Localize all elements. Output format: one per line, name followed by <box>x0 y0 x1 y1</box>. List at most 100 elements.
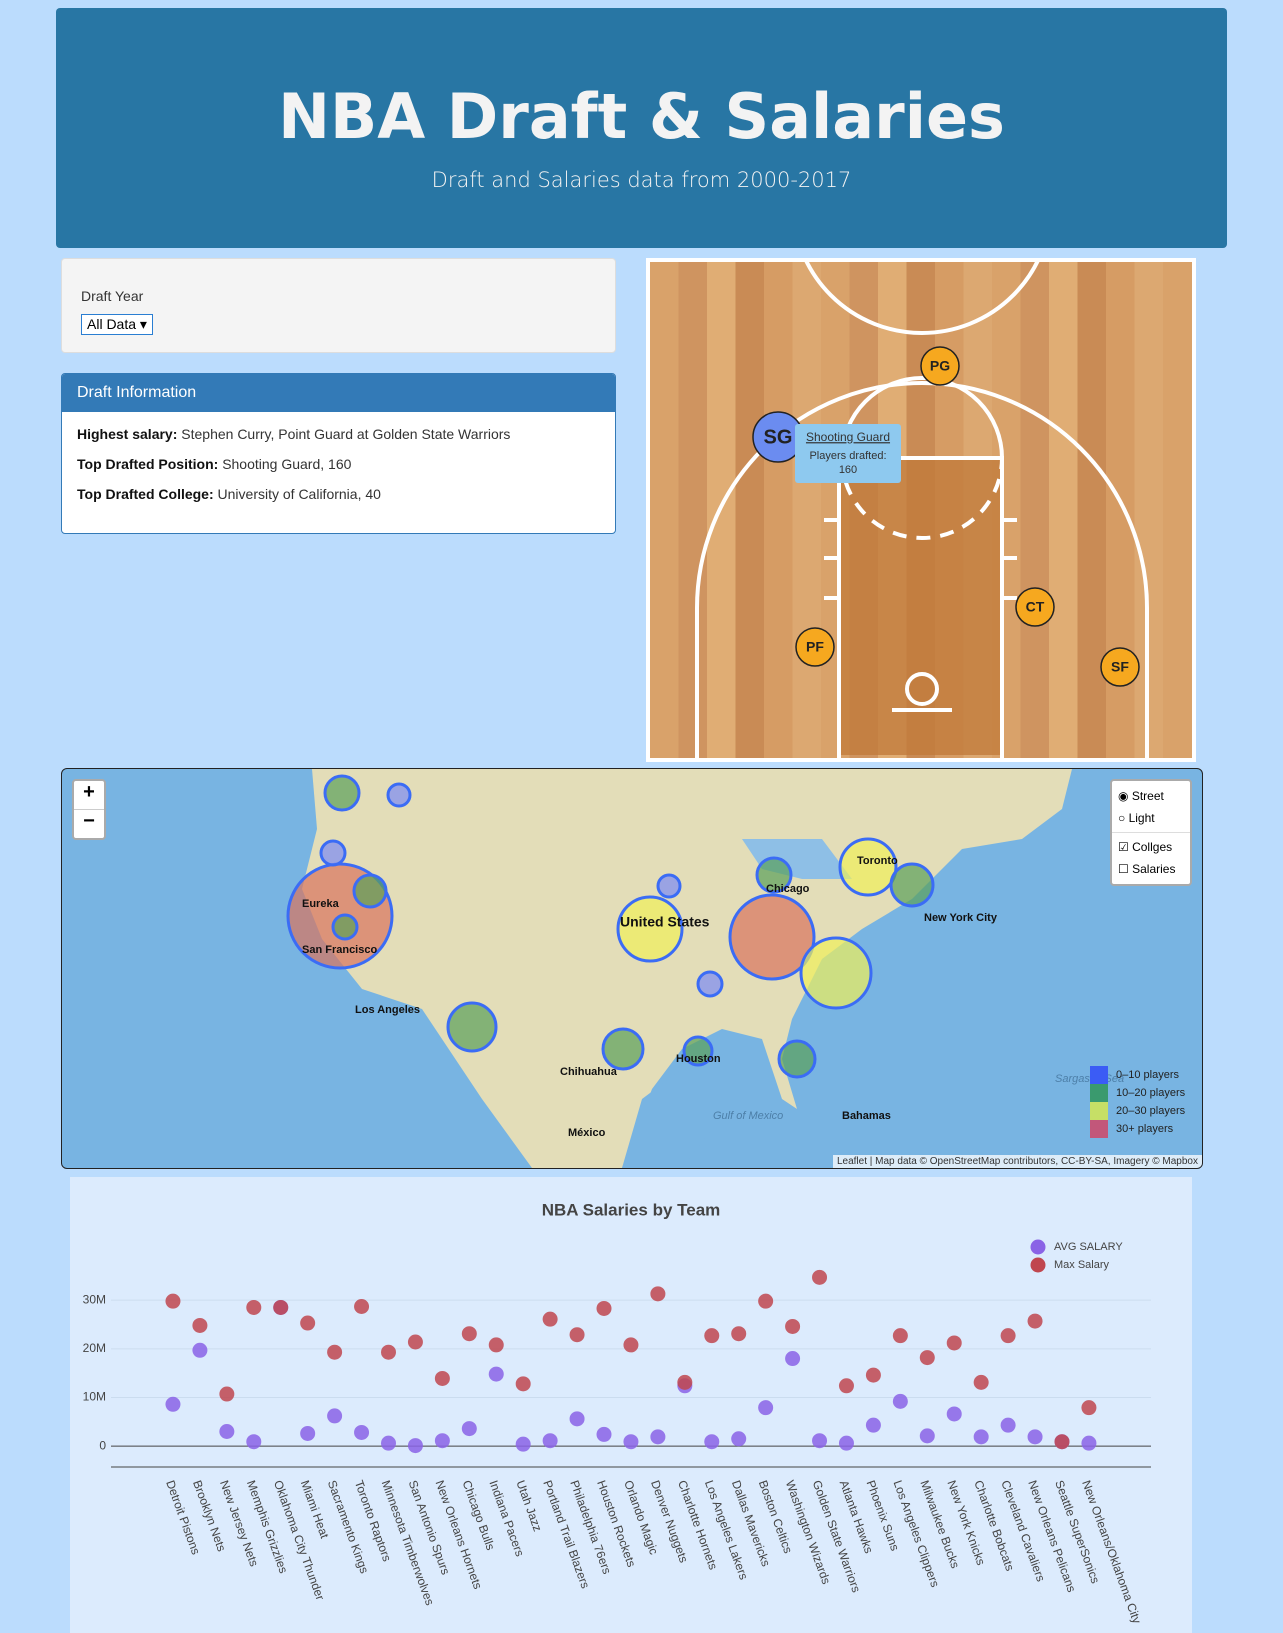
dot <box>623 1434 639 1450</box>
position-label: PF <box>806 639 824 655</box>
dot <box>596 1426 612 1442</box>
dot <box>327 1344 343 1360</box>
dot <box>219 1386 235 1402</box>
layer-option[interactable]: ○ Light <box>1118 811 1155 825</box>
page-subtitle: Draft and Salaries data from 2000-2017 <box>431 168 852 192</box>
year-value: All Data <box>87 316 137 332</box>
page-title: NBA Draft & Salaries <box>278 80 1005 153</box>
dot <box>542 1433 558 1449</box>
map-marker <box>838 837 898 897</box>
legend-label: 20–30 players <box>1116 1105 1186 1117</box>
map-marker <box>446 1001 498 1053</box>
info-text: Stephen Curry, Point Guard at Golden Sta… <box>181 426 511 442</box>
overlay-label: Collges <box>1132 840 1173 854</box>
plank <box>735 262 765 758</box>
map-marker <box>331 913 359 941</box>
draft-info-panel: Draft Information Highest salary: Stephe… <box>61 373 616 534</box>
dot <box>407 1334 423 1350</box>
info-label: Highest salary: <box>77 426 178 442</box>
position-marker <box>795 627 835 667</box>
place-label: United States <box>620 914 710 930</box>
dot <box>785 1351 801 1367</box>
plank <box>1077 262 1107 758</box>
layer-label: Light <box>1128 811 1155 825</box>
dot <box>865 1417 881 1433</box>
info-label: Top Drafted College: <box>77 486 214 502</box>
zoom-out[interactable]: − <box>83 810 95 832</box>
dot <box>838 1378 854 1394</box>
dot <box>515 1436 531 1452</box>
place-label: Eureka <box>302 898 340 910</box>
map-marker <box>889 862 935 908</box>
plank <box>1163 262 1192 758</box>
place-label: Chicago <box>766 883 810 895</box>
dot <box>165 1396 181 1412</box>
place-labels: United States Toronto New York City San Fra… <box>302 855 1124 1139</box>
dot <box>354 1424 370 1440</box>
dot <box>596 1300 612 1316</box>
dot <box>434 1433 450 1449</box>
dot <box>246 1434 262 1450</box>
layer-option[interactable]: ◉ Street <box>1118 789 1164 803</box>
dot <box>1027 1429 1043 1445</box>
plank <box>1020 262 1050 758</box>
separator <box>1112 832 1190 833</box>
map-canvas: United States Toronto New York City San Fra… <box>286 769 1124 1168</box>
dot <box>650 1286 666 1302</box>
y-tick-label: 10M <box>83 1390 106 1404</box>
dot <box>380 1435 396 1451</box>
dot <box>273 1299 289 1315</box>
map-marker <box>319 839 347 867</box>
zoom-in[interactable]: + <box>74 781 104 810</box>
position-label: CT <box>1026 599 1045 615</box>
plank <box>678 262 708 758</box>
place-label: Chihuahua <box>560 1066 618 1078</box>
dot <box>192 1342 208 1358</box>
dot <box>758 1293 774 1309</box>
y-tick-label: 30M <box>83 1292 106 1306</box>
y-tick-label: 0 <box>99 1438 106 1452</box>
map-marker <box>323 774 361 812</box>
dot <box>677 1374 693 1390</box>
overlay-option[interactable]: ☐ Salaries <box>1118 862 1176 876</box>
plank <box>650 262 679 758</box>
dot <box>973 1429 989 1445</box>
map-markers <box>286 774 935 1079</box>
dot <box>973 1374 989 1390</box>
dot <box>407 1438 423 1454</box>
legend-swatch <box>1090 1066 1108 1084</box>
legend-swatch <box>1090 1102 1108 1120</box>
positions: PG SG CT PF SF <box>752 346 1140 687</box>
dot <box>1000 1417 1016 1433</box>
map-marker <box>755 856 793 894</box>
position-label: PG <box>930 358 950 374</box>
dot <box>354 1299 370 1315</box>
info-text: University of California, 40 <box>217 486 381 502</box>
info-rows: Highest salary: Stephen Curry, Point Gua… <box>62 426 615 502</box>
dot <box>246 1299 262 1315</box>
dot <box>327 1408 343 1424</box>
filter-panel: Draft Year All Data ▾ <box>61 258 616 353</box>
dot <box>919 1350 935 1366</box>
dot <box>704 1328 720 1344</box>
legend-row: 0–10 players <box>1090 1066 1185 1084</box>
legend-label: 0–10 players <box>1116 1069 1179 1081</box>
legend-label: 30+ players <box>1116 1123 1174 1135</box>
map[interactable]: United States Toronto New York City San Fra… <box>61 768 1203 1169</box>
map-marker <box>601 1027 645 1071</box>
overlay-option[interactable]: ☑ Collges <box>1118 840 1173 854</box>
map-marker <box>682 1035 714 1067</box>
dot <box>812 1433 828 1449</box>
dot <box>623 1337 639 1353</box>
place-label: San Francisco <box>302 944 377 956</box>
legend-label: 10–20 players <box>1116 1087 1186 1099</box>
plank <box>792 262 822 758</box>
dot <box>488 1366 504 1382</box>
tooltip-label: Players drafted: <box>809 450 886 462</box>
year-select[interactable]: All Data ▾ <box>81 314 153 335</box>
map-marker <box>352 873 388 909</box>
dot <box>488 1337 504 1353</box>
dot <box>461 1421 477 1437</box>
